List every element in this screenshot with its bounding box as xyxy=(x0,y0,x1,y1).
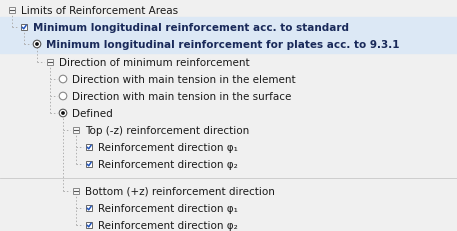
Circle shape xyxy=(35,43,39,47)
Bar xyxy=(9,8,15,14)
Text: Top (-z) reinforcement direction: Top (-z) reinforcement direction xyxy=(85,125,249,135)
Circle shape xyxy=(59,93,67,100)
Text: Reinforcement direction φ₁: Reinforcement direction φ₁ xyxy=(98,142,238,152)
Text: Reinforcement direction φ₂: Reinforcement direction φ₂ xyxy=(98,159,238,169)
Bar xyxy=(86,161,92,167)
Text: Reinforcement direction φ₂: Reinforcement direction φ₂ xyxy=(98,220,238,230)
Text: Direction with main tension in the element: Direction with main tension in the eleme… xyxy=(72,75,296,85)
Text: Limits of Reinforcement Areas: Limits of Reinforcement Areas xyxy=(21,6,178,16)
Bar xyxy=(73,188,79,194)
Text: Reinforcement direction φ₁: Reinforcement direction φ₁ xyxy=(98,203,238,213)
Circle shape xyxy=(33,41,41,49)
Bar xyxy=(86,222,92,228)
Circle shape xyxy=(59,110,67,117)
Bar xyxy=(0,35,457,54)
Bar xyxy=(86,144,92,151)
Circle shape xyxy=(61,112,65,116)
Text: Bottom (+z) reinforcement direction: Bottom (+z) reinforcement direction xyxy=(85,186,275,196)
Text: Minimum longitudinal reinforcement acc. to standard: Minimum longitudinal reinforcement acc. … xyxy=(33,23,349,33)
Circle shape xyxy=(59,76,67,83)
Bar xyxy=(47,60,53,65)
Text: Defined: Defined xyxy=(72,109,113,119)
Bar xyxy=(21,25,27,31)
Bar xyxy=(0,18,457,37)
Text: Minimum longitudinal reinforcement for plates acc. to 9.3.1: Minimum longitudinal reinforcement for p… xyxy=(46,40,399,50)
Text: Direction with main tension in the surface: Direction with main tension in the surfa… xyxy=(72,92,292,102)
Bar xyxy=(86,205,92,211)
Bar xyxy=(73,128,79,133)
Text: Direction of minimum reinforcement: Direction of minimum reinforcement xyxy=(59,58,250,68)
